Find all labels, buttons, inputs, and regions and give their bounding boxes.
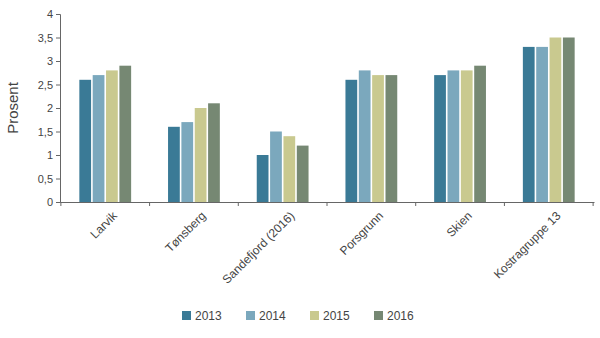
- y-tick-label: 1: [47, 149, 53, 161]
- y-tick-mark: [56, 132, 60, 133]
- y-tick: 0: [47, 196, 60, 208]
- bar: [257, 155, 269, 202]
- legend-label: 2015: [323, 309, 350, 323]
- x-separator: [504, 202, 505, 206]
- y-tick: 2: [47, 102, 60, 114]
- legend-label: 2016: [387, 309, 414, 323]
- y-tick-mark: [56, 14, 60, 15]
- x-tick: Sandefjord (2016): [220, 202, 298, 287]
- bar: [461, 70, 473, 202]
- y-tick-mark: [56, 155, 60, 156]
- x-separator: [415, 202, 416, 206]
- y-tick-label: 3: [47, 55, 53, 67]
- chart: 0 0,5 1 1,5 2 2,5 3 3,5 4 Larvik Tønsberg Sandefjor…: [0, 0, 600, 338]
- y-tick: 4: [47, 8, 60, 20]
- bar: [119, 66, 131, 202]
- y-tick: 1: [47, 149, 60, 161]
- y-tick: 0,5: [38, 173, 60, 185]
- x-tick: Kostragruppe 13: [491, 202, 564, 281]
- y-tick-label: 2,5: [38, 79, 53, 91]
- bar: [283, 136, 295, 202]
- bar: [372, 75, 384, 202]
- y-tick-mark: [56, 61, 60, 62]
- bar: [208, 103, 220, 202]
- legend-label: 2013: [195, 309, 222, 323]
- y-tick-mark: [56, 202, 60, 203]
- bar: [550, 38, 562, 203]
- x-tick: Porsgrunn: [337, 202, 386, 258]
- x-tick-label: Skien: [444, 209, 475, 240]
- y-tick-label: 0: [47, 196, 53, 208]
- y-tick-label: 3,5: [38, 32, 53, 44]
- bar: [359, 70, 371, 202]
- legend-swatch: [374, 311, 383, 320]
- legend-item: 2016: [374, 309, 414, 323]
- y-tick-mark: [56, 85, 60, 86]
- y-tick-mark: [56, 108, 60, 109]
- bar: [168, 127, 180, 202]
- y-tick: 3: [47, 55, 60, 67]
- bar: [434, 75, 446, 202]
- x-separator: [149, 202, 150, 206]
- bar: [297, 146, 309, 202]
- x-tick-label: Sandefjord (2016): [220, 209, 298, 287]
- bar: [195, 108, 207, 202]
- legend-item: 2013: [182, 309, 222, 323]
- legend-swatch: [246, 311, 255, 320]
- y-axis-title: Prosent: [4, 81, 21, 134]
- legend: 2013 2014 2015 2016: [182, 309, 414, 323]
- bar: [181, 122, 193, 202]
- bar: [536, 47, 548, 202]
- bar: [79, 80, 91, 202]
- bar: [474, 66, 486, 202]
- x-tick-label: Porsgrunn: [337, 209, 386, 258]
- legend-label: 2014: [259, 309, 286, 323]
- y-tick-label: 1,5: [38, 126, 53, 138]
- x-tick-label: Tønsberg: [162, 209, 208, 255]
- y-tick: 2,5: [38, 79, 60, 91]
- legend-item: 2014: [246, 309, 286, 323]
- x-axis: Larvik Tønsberg Sandefjord (2016) Porsgrunn…: [61, 202, 595, 287]
- y-tick-mark: [56, 38, 60, 39]
- x-separator: [593, 202, 594, 206]
- bar: [386, 75, 398, 202]
- bar: [345, 80, 357, 202]
- y-tick: 1,5: [38, 126, 60, 138]
- bar: [523, 47, 535, 202]
- x-separator: [327, 202, 328, 206]
- x-tick-label: Kostragruppe 13: [491, 209, 564, 282]
- y-tick-mark: [56, 179, 60, 180]
- y-tick: 3,5: [38, 32, 60, 44]
- bar: [448, 70, 460, 202]
- bar: [93, 75, 105, 202]
- x-tick: Larvik: [87, 202, 120, 241]
- x-tick: Tønsberg: [162, 202, 208, 255]
- bar: [270, 132, 282, 203]
- y-axis-line: [56, 15, 61, 203]
- legend-item: 2015: [310, 309, 350, 323]
- y-tick-label: 2: [47, 102, 53, 114]
- plot: 0 0,5 1 1,5 2 2,5 3 3,5 4 Larvik Tønsberg Sandefjor…: [38, 8, 595, 287]
- x-separator: [60, 202, 61, 206]
- y-tick-label: 0,5: [38, 173, 53, 185]
- bar: [563, 38, 575, 203]
- bars: [79, 38, 574, 203]
- x-tick-label: Larvik: [87, 208, 120, 241]
- legend-swatch: [182, 311, 191, 320]
- y-tick-label: 4: [47, 8, 53, 20]
- bar: [106, 70, 118, 202]
- y-axis: 0 0,5 1 1,5 2 2,5 3 3,5 4: [38, 8, 61, 208]
- x-separator: [238, 202, 239, 206]
- x-tick: Skien: [444, 202, 475, 240]
- legend-swatch: [310, 311, 319, 320]
